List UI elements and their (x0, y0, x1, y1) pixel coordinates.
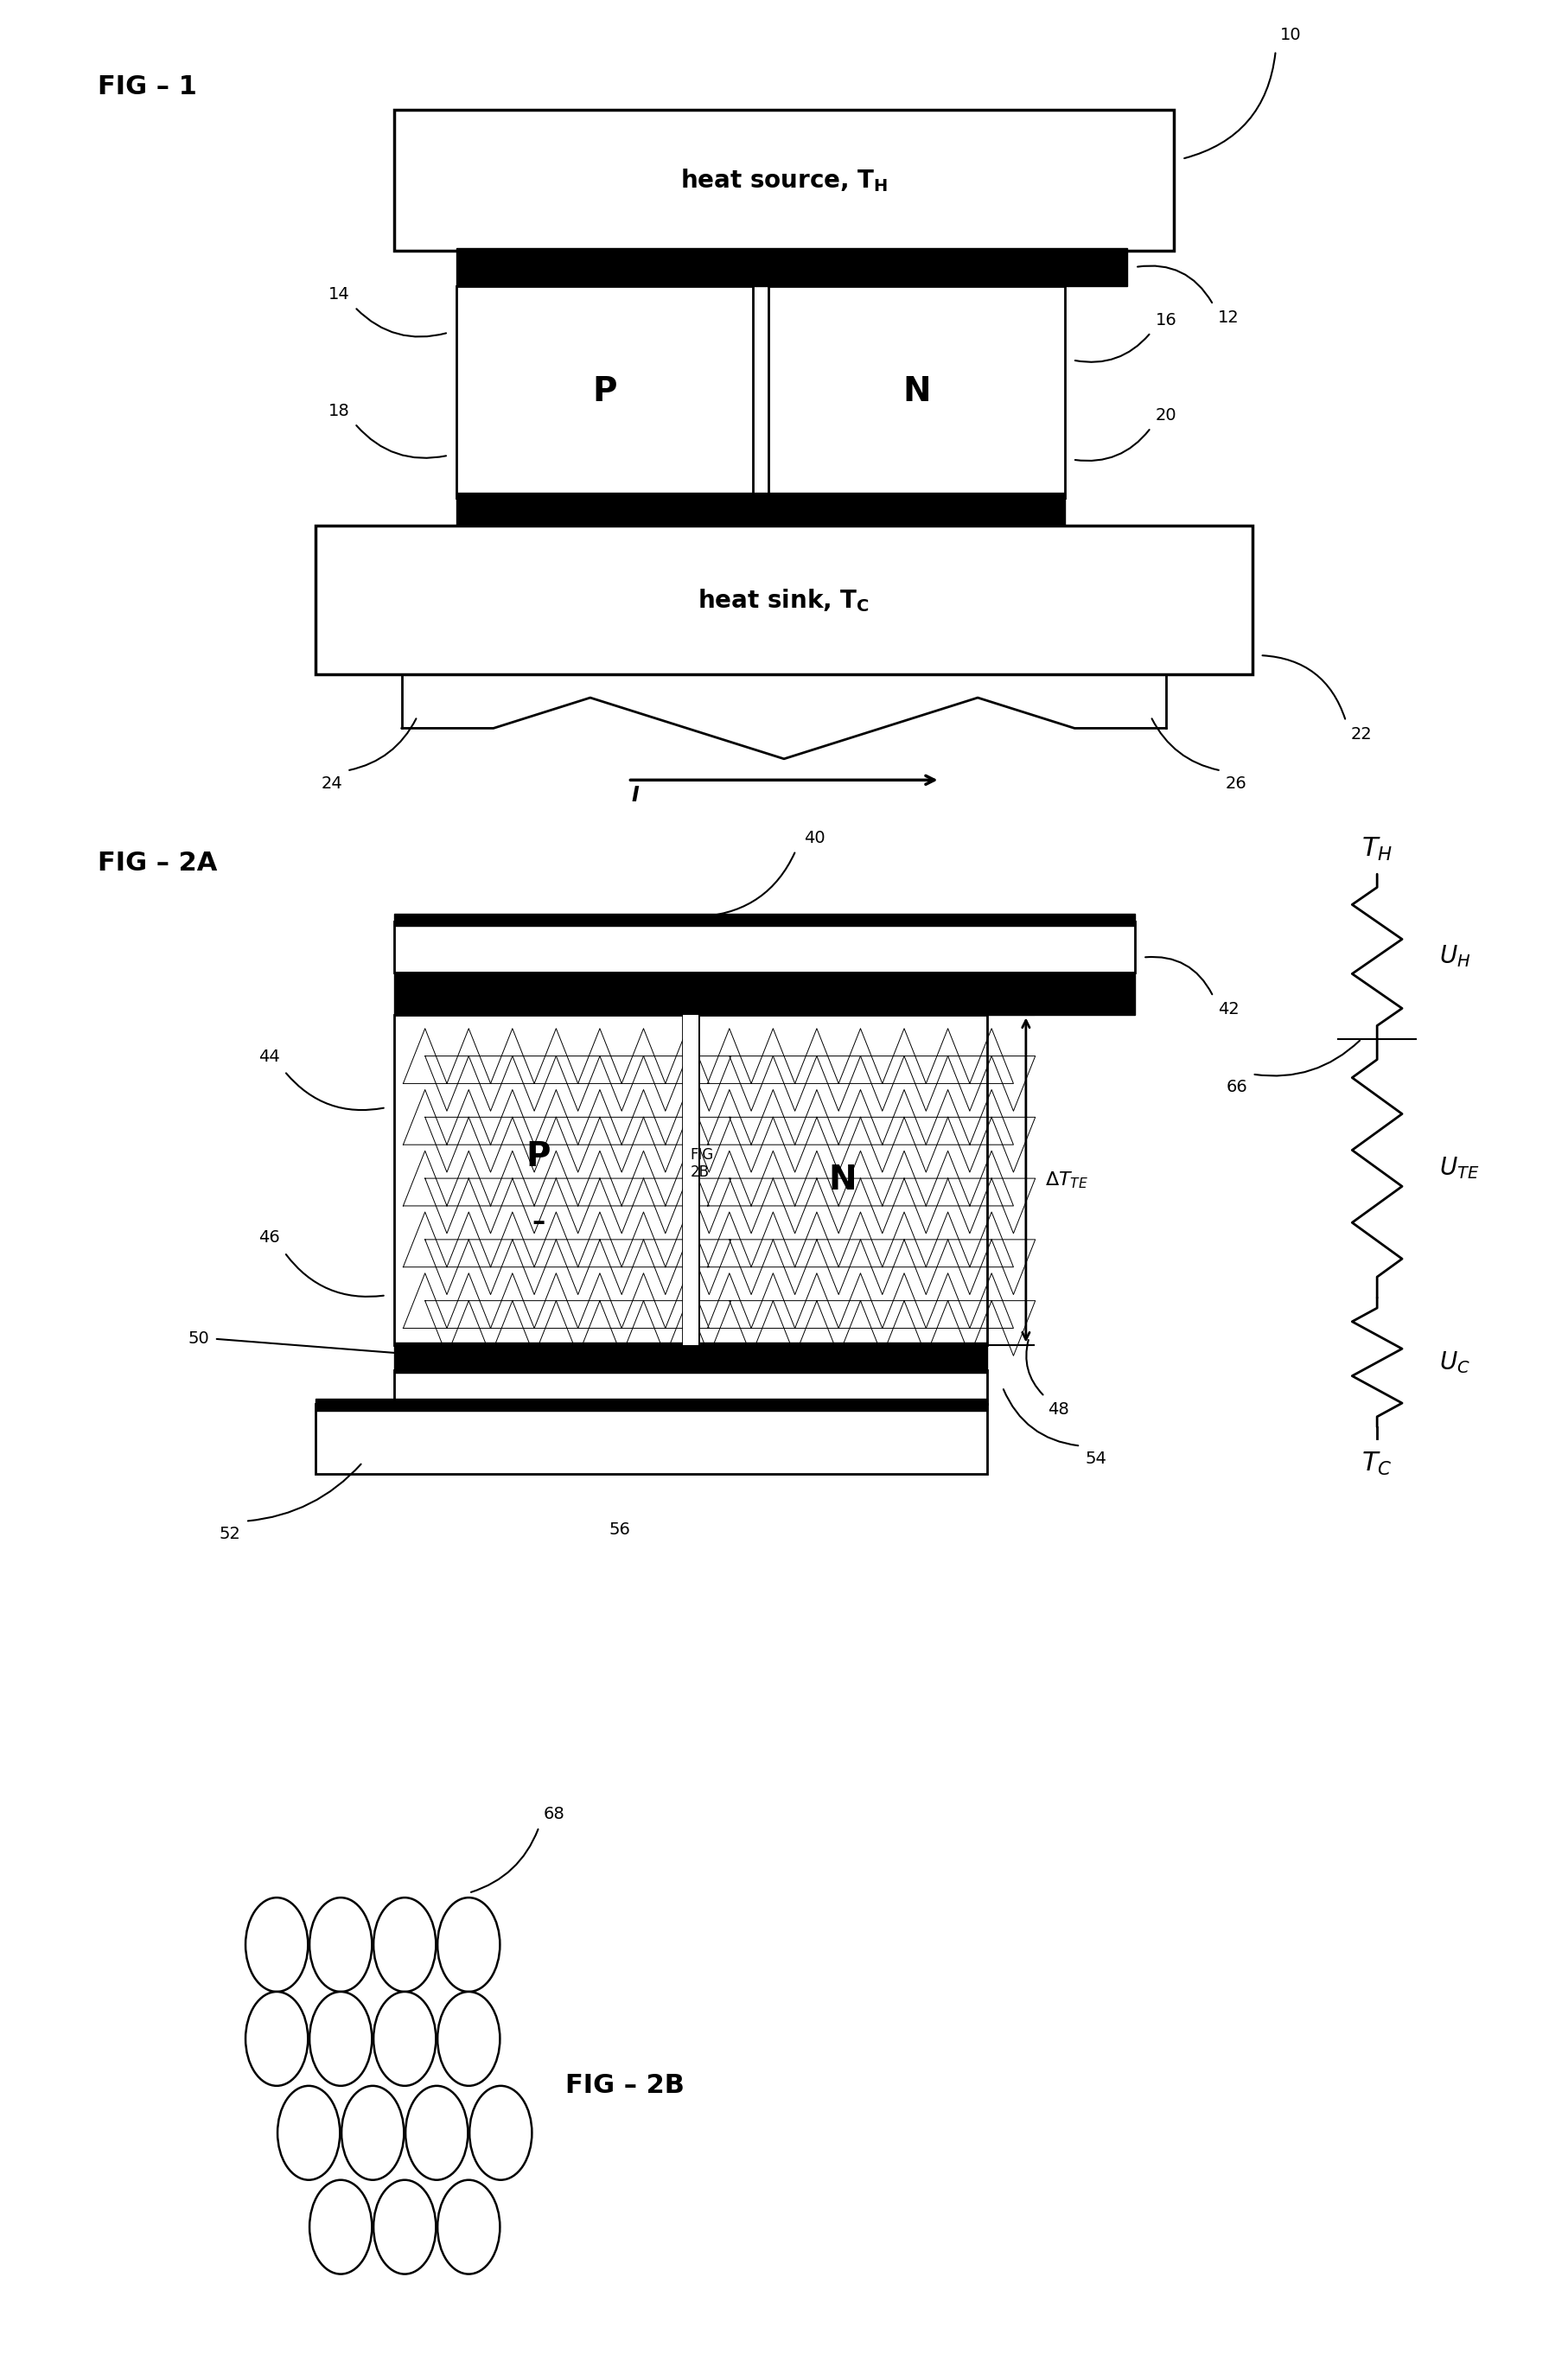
Bar (456, 248, 1127, 286)
Bar (394, 1371, 986, 1404)
Text: FIG
2B: FIG 2B (690, 1147, 713, 1180)
Circle shape (246, 1897, 307, 1992)
Text: 12: 12 (1218, 309, 1239, 326)
Circle shape (309, 1992, 372, 2086)
Bar (394, 920, 1135, 972)
Circle shape (373, 2181, 436, 2275)
Circle shape (437, 1897, 500, 1992)
Text: 48: 48 (1047, 1402, 1069, 1418)
Bar (456, 493, 1065, 526)
Text: 24: 24 (321, 776, 342, 791)
Bar (315, 526, 1253, 675)
Text: 44: 44 (259, 1048, 279, 1064)
Text: FIG – 2A: FIG – 2A (97, 850, 216, 876)
Text: 18: 18 (329, 404, 350, 420)
Bar (394, 109, 1174, 250)
Text: 16: 16 (1156, 312, 1178, 328)
Text: P: P (525, 1140, 550, 1173)
Circle shape (437, 2181, 500, 2275)
Text: heat sink, $\mathbf{T_C}$: heat sink, $\mathbf{T_C}$ (698, 588, 870, 614)
Text: N: N (903, 375, 931, 408)
Bar (394, 972, 1135, 1015)
Text: heat source, $\mathbf{T_H}$: heat source, $\mathbf{T_H}$ (681, 168, 887, 194)
Circle shape (469, 2086, 532, 2181)
Text: $U_H$: $U_H$ (1439, 944, 1471, 970)
Bar (768, 286, 1065, 498)
Bar (456, 286, 753, 498)
Circle shape (246, 1992, 307, 2086)
Circle shape (309, 2181, 372, 2275)
Bar (698, 1015, 986, 1345)
Circle shape (437, 1992, 500, 2086)
Text: 26: 26 (1226, 776, 1247, 791)
Text: N: N (828, 1163, 856, 1197)
Text: 14: 14 (329, 286, 350, 302)
Text: $U_C$: $U_C$ (1439, 1350, 1471, 1376)
Bar (394, 1015, 682, 1345)
Text: 46: 46 (259, 1230, 279, 1246)
Text: 68: 68 (544, 1805, 564, 1822)
Bar (315, 1404, 986, 1475)
Text: 20: 20 (1156, 408, 1176, 422)
Bar (394, 1343, 986, 1374)
Bar (315, 1399, 986, 1411)
Text: 52: 52 (220, 1527, 241, 1543)
Text: 66: 66 (1226, 1079, 1248, 1095)
Text: $T_H$: $T_H$ (1361, 835, 1392, 861)
Circle shape (373, 1992, 436, 2086)
Text: 22: 22 (1350, 727, 1372, 743)
Text: $\Delta T_{TE}$: $\Delta T_{TE}$ (1044, 1171, 1088, 1189)
Text: 40: 40 (803, 828, 825, 845)
Text: $U_{TE}$: $U_{TE}$ (1439, 1156, 1480, 1180)
Circle shape (373, 1897, 436, 1992)
Text: $T_C$: $T_C$ (1361, 1451, 1392, 1477)
Text: 10: 10 (1281, 28, 1301, 42)
Text: FIG – 2B: FIG – 2B (566, 2074, 685, 2098)
Text: P: P (593, 375, 616, 408)
Text: 42: 42 (1218, 1001, 1239, 1017)
Text: I: I (630, 786, 638, 805)
Bar (394, 913, 1135, 925)
Circle shape (278, 2086, 340, 2181)
Circle shape (309, 1897, 372, 1992)
Text: 56: 56 (610, 1522, 630, 1539)
Text: –: – (532, 1211, 544, 1234)
Circle shape (342, 2086, 405, 2181)
Bar (682, 1015, 698, 1345)
Text: 50: 50 (188, 1331, 210, 1348)
Text: 54: 54 (1085, 1451, 1107, 1468)
Text: FIG – 1: FIG – 1 (97, 73, 196, 99)
Circle shape (406, 2086, 467, 2181)
